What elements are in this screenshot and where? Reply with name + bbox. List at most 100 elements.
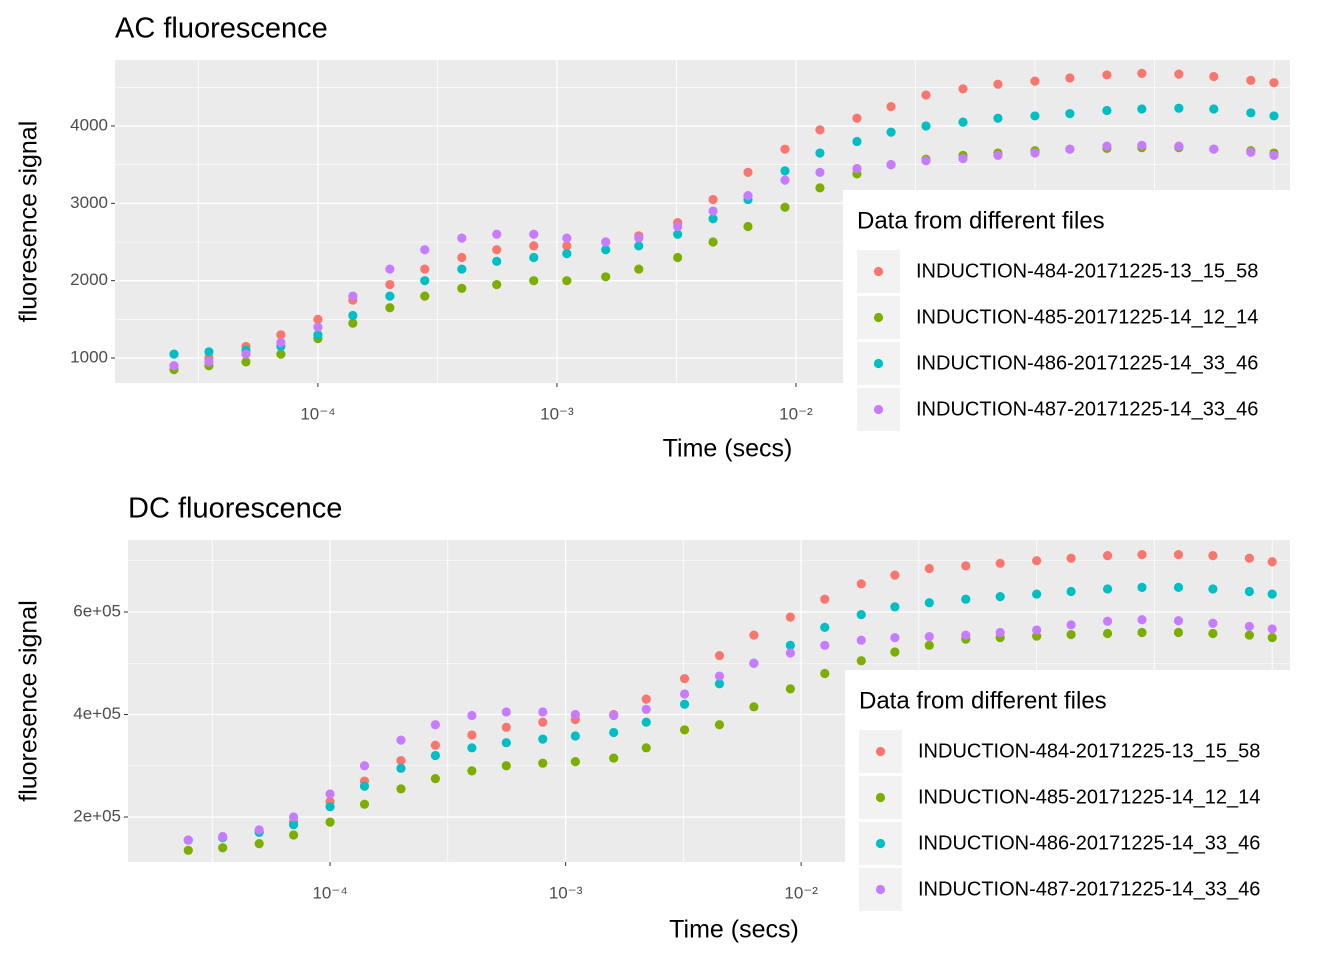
data-point (641, 743, 651, 753)
data-point (1137, 550, 1147, 560)
data-point (995, 592, 1005, 602)
data-point (993, 79, 1003, 89)
data-point (1269, 78, 1279, 88)
x-tick-label: 10⁻⁴ (300, 404, 335, 423)
data-point (538, 758, 548, 768)
data-point (679, 674, 690, 684)
data-point (679, 699, 690, 709)
data-point (1032, 556, 1042, 566)
data-point (673, 252, 683, 263)
data-point (1066, 629, 1076, 640)
data-point (961, 630, 971, 640)
data-point (995, 627, 1005, 638)
data-point (1102, 141, 1112, 151)
data-point (1137, 140, 1147, 150)
data-point (169, 361, 179, 371)
data-point (359, 761, 370, 771)
legend-label: INDUCTION-487-20171225-14_33_46 (918, 878, 1260, 900)
data-point (396, 763, 406, 773)
legend-marker (873, 404, 884, 415)
data-point (1208, 551, 1218, 561)
data-point (467, 766, 477, 776)
data-point (1137, 627, 1147, 638)
data-point (815, 183, 825, 193)
data-point (852, 163, 862, 174)
y-axis-title: fluoresence signal (15, 600, 43, 802)
data-point (856, 579, 866, 589)
data-point (396, 784, 406, 794)
data-point (492, 279, 502, 290)
data-point (183, 845, 193, 855)
y-axis-title: fluoresence signal (15, 121, 43, 323)
data-point (708, 194, 718, 205)
data-point (562, 276, 572, 286)
data-point (673, 221, 683, 232)
data-point (1267, 633, 1277, 643)
data-point (601, 272, 611, 282)
data-point (325, 817, 335, 827)
legend-label: INDUCTION-484-20171225-13_15_58 (916, 260, 1258, 282)
data-point (921, 121, 931, 131)
data-point (743, 190, 753, 201)
data-point (785, 640, 795, 650)
legend-label: INDUCTION-485-20171225-14_12_14 (916, 306, 1258, 328)
x-tick-label: 10⁻² (779, 404, 813, 423)
data-point (708, 214, 718, 224)
data-point (570, 731, 580, 741)
data-point (1244, 553, 1254, 563)
data-point (634, 264, 644, 274)
data-point (348, 310, 358, 321)
data-point (785, 648, 795, 658)
x-axis-title: Time (secs) (663, 435, 793, 463)
data-point (457, 264, 467, 274)
data-point (1173, 550, 1184, 560)
data-point (601, 237, 611, 247)
legend-marker (873, 312, 884, 323)
legend-marker (873, 358, 884, 369)
data-point (467, 730, 477, 740)
data-point (993, 150, 1003, 160)
data-point (1246, 75, 1256, 85)
data-point (204, 347, 214, 357)
data-point (396, 756, 406, 766)
data-point (492, 256, 502, 266)
data-point (1102, 584, 1113, 594)
legend-background (845, 670, 1337, 915)
data-point (924, 632, 934, 642)
data-point (385, 264, 395, 274)
data-point (1137, 615, 1147, 625)
data-point (348, 291, 358, 301)
data-point (396, 735, 406, 745)
data-point (1102, 616, 1113, 626)
data-point (420, 245, 430, 255)
data-point (492, 229, 502, 239)
data-point (467, 743, 477, 753)
data-point (1209, 71, 1219, 82)
data-point (890, 570, 900, 580)
data-point (743, 167, 753, 177)
data-point (241, 357, 251, 367)
data-point (1030, 148, 1040, 158)
y-tick-label: 1000 (70, 348, 108, 367)
data-point (430, 750, 440, 761)
data-point (420, 291, 430, 301)
data-point (714, 720, 725, 730)
data-point (609, 727, 619, 738)
data-point (961, 594, 971, 604)
data-point (276, 349, 286, 359)
data-point (886, 160, 896, 170)
data-point (1267, 624, 1277, 634)
data-point (420, 264, 430, 274)
data-point (562, 248, 572, 259)
data-point (1174, 141, 1184, 151)
data-point (924, 640, 934, 650)
data-point (1032, 625, 1042, 635)
x-tick-label: 10⁻³ (540, 404, 574, 423)
data-point (673, 229, 683, 239)
data-point (886, 102, 896, 112)
x-axis-title: Time (secs) (669, 916, 799, 944)
data-point (1267, 589, 1277, 599)
y-tick-label: 4e+05 (73, 704, 121, 723)
data-point (183, 835, 193, 845)
data-point (1174, 69, 1184, 79)
